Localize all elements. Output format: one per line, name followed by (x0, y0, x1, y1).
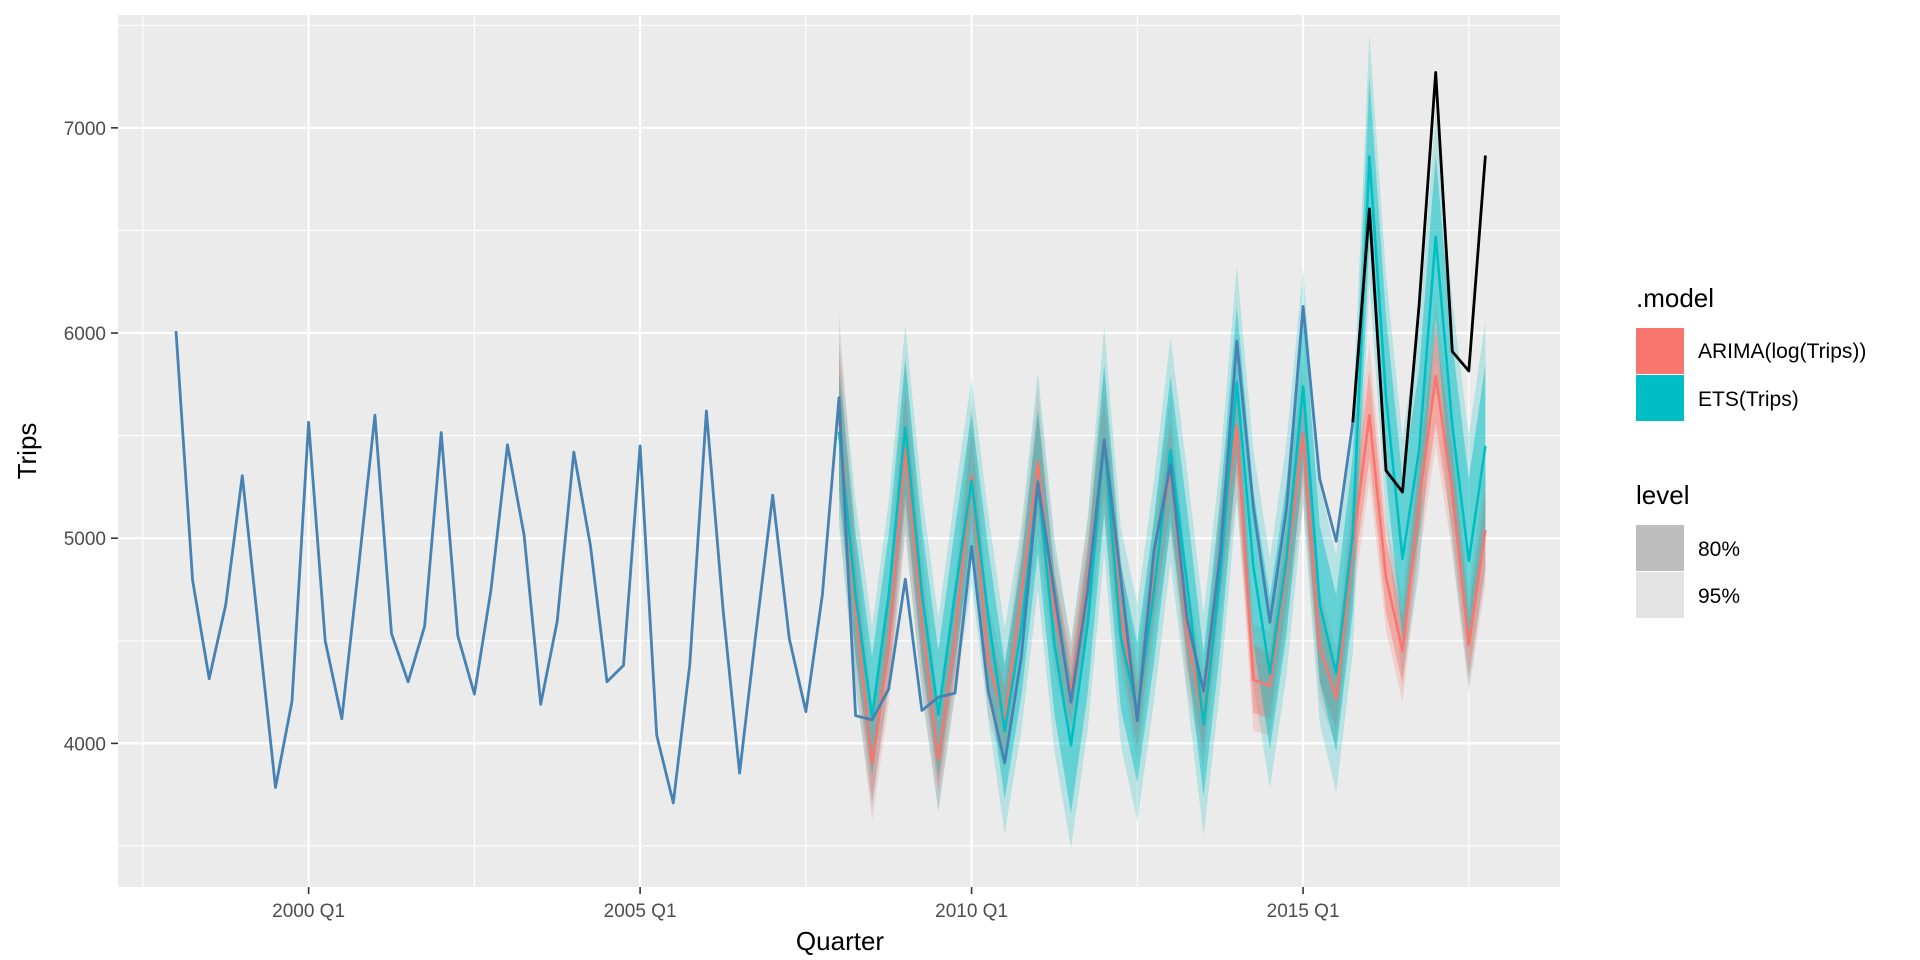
legend-level-title: level (1636, 480, 1689, 510)
history-line (174, 304, 1355, 805)
x-tick-label-1: 2005 Q1 (604, 901, 677, 922)
y-axis-title: Trips (12, 423, 42, 480)
legend: .model ARIMA(log(Trips)) ETS(Trips) leve… (1636, 283, 1866, 618)
y-tick-label-1: 5000 (64, 529, 106, 550)
x-axis-title: Quarter (796, 926, 884, 956)
axis-tick-labels: 4000 5000 6000 7000 2000 Q1 2005 Q1 2010 Q1 201… (64, 119, 1340, 922)
band-95-ets-trips (839, 33, 1486, 848)
legend-key-80 (1636, 525, 1684, 571)
axis-ticks (111, 127, 1304, 894)
legend-label-arima: ARIMA(log(Trips)) (1698, 340, 1866, 363)
legend-key-arima (1636, 328, 1684, 374)
test-actual-series (1351, 71, 1487, 494)
interval-95-bands (839, 33, 1486, 848)
x-tick-label-0: 2000 Q1 (272, 901, 345, 922)
interval-80-bands (839, 76, 1486, 814)
legend-model-title: .model (1636, 283, 1714, 313)
minor-gridlines (118, 15, 1560, 887)
mean-line-ets-trips (837, 155, 1487, 747)
forecast-mean-lines (837, 155, 1487, 766)
legend-label-95: 95% (1698, 585, 1740, 608)
test-actual-line (1351, 71, 1487, 494)
band-80-arima-log-trips (839, 326, 1486, 801)
major-gridlines (118, 15, 1560, 887)
legend-label-80: 80% (1698, 538, 1740, 561)
y-tick-label-2: 6000 (64, 324, 106, 345)
legend-label-ets: ETS(Trips) (1698, 388, 1799, 411)
band-80-ets-trips (839, 76, 1486, 814)
legend-key-95 (1636, 572, 1684, 618)
legend-key-ets (1636, 375, 1684, 421)
band-95-arima-log-trips (839, 300, 1486, 822)
x-tick-label-3: 2015 Q1 (1267, 901, 1340, 922)
history-series (174, 304, 1355, 805)
y-tick-label-0: 4000 (64, 734, 106, 755)
y-tick-label-3: 7000 (64, 119, 106, 140)
x-tick-label-2: 2010 Q1 (935, 901, 1008, 922)
plot-panel (118, 15, 1560, 887)
